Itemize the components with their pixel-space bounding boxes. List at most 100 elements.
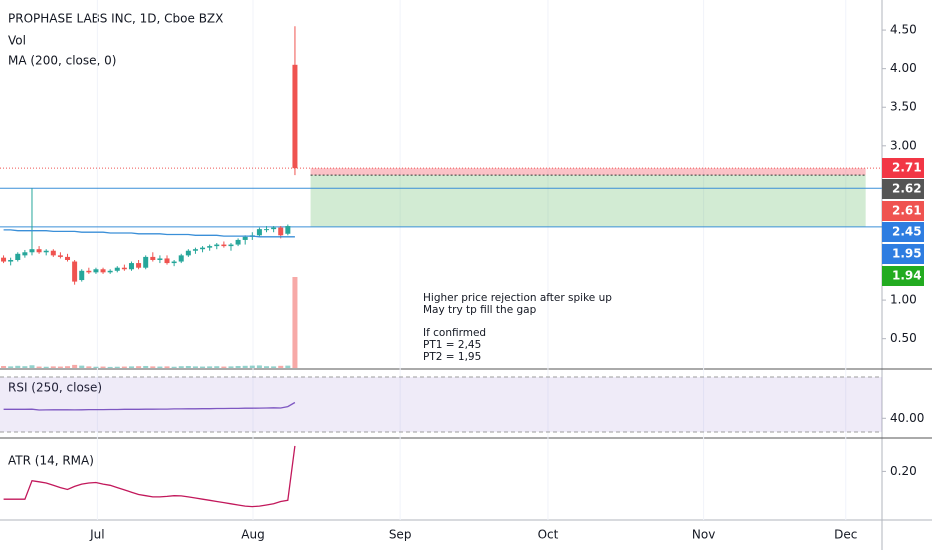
volume-bar: [249, 365, 255, 368]
candle-body: [178, 255, 184, 262]
x-tick-label: Aug: [241, 528, 264, 542]
volume-bar: [93, 366, 99, 368]
price-label-box: [882, 201, 924, 221]
candle-body: [121, 267, 127, 270]
chart-title: PROPHASE LABS INC, 1D, Cboe BZX: [8, 12, 223, 26]
volume-bar: [143, 365, 149, 368]
price-label: 1.95: [892, 247, 922, 261]
candle-body: [271, 227, 277, 230]
candle-body: [164, 258, 170, 264]
price-label-box: [882, 244, 924, 264]
candle-body: [214, 244, 220, 247]
candle-body: [136, 263, 142, 268]
candle-body: [285, 226, 291, 234]
volume-bar: [43, 366, 49, 368]
candle-body: [143, 256, 149, 268]
x-tick-label: Jul: [89, 528, 104, 542]
y-tick-label: 3.00: [890, 138, 917, 152]
volume-bar: [22, 366, 28, 368]
ma-label: MA (200, close, 0): [8, 54, 116, 68]
price-label-box: [882, 158, 924, 178]
volume-bar: [15, 365, 21, 368]
volume-bar: [1, 365, 7, 368]
ma-line: [3, 229, 295, 238]
volume-bar: [36, 366, 42, 368]
volume-bar: [86, 366, 92, 368]
candle-body: [100, 269, 106, 273]
candle-body: [171, 261, 177, 264]
price-label: 2.61: [892, 204, 922, 218]
atr-label: ATR (14, RMA): [8, 454, 94, 468]
candle-body: [29, 249, 35, 253]
candle-body: [43, 250, 49, 253]
candle-body: [185, 250, 191, 256]
candle-body: [207, 246, 213, 248]
candle-body: [200, 247, 206, 250]
volume-bar: [228, 366, 234, 368]
candle-body: [15, 253, 21, 260]
price-label-box: [882, 222, 924, 242]
volume-bar: [256, 365, 262, 368]
candle-body: [8, 259, 14, 262]
candle-body: [86, 270, 92, 273]
volume-bar: [164, 366, 170, 368]
x-tick-label: Nov: [692, 528, 715, 542]
annotation-text: If confirmed: [423, 327, 486, 339]
volume-bar: [278, 365, 284, 368]
volume-bar: [157, 366, 163, 368]
atr-line: [3, 445, 296, 508]
candle-body: [1, 257, 7, 262]
volume-bar: [185, 365, 191, 368]
price-label: 2.45: [892, 225, 922, 239]
volume-bar: [178, 366, 184, 368]
price-label: 1.94: [892, 269, 922, 283]
candle-body: [242, 236, 248, 240]
candle-body: [292, 64, 298, 169]
candle-body: [221, 244, 227, 247]
annotation-text: PT2 = 1,95: [423, 351, 481, 363]
rsi-band: [0, 377, 882, 433]
candle-body: [128, 263, 134, 270]
y-tick-label: 0.50: [890, 331, 917, 345]
candle-body: [22, 252, 28, 256]
candle-body: [50, 250, 56, 256]
candle-body: [192, 249, 198, 251]
rsi-line: [3, 401, 296, 411]
candle-body: [256, 229, 262, 236]
candle-body: [93, 269, 99, 273]
volume-bar: [271, 366, 277, 368]
volume-label: Vol: [8, 34, 26, 48]
volume-bar: [57, 366, 63, 368]
volume-bar: [114, 366, 120, 368]
volume-bar: [171, 366, 177, 368]
volume-bar: [72, 364, 78, 368]
candle-body: [278, 227, 284, 236]
candle-body: [228, 244, 234, 247]
y-tick-label: 4.50: [890, 23, 917, 37]
candle-body: [57, 255, 63, 257]
candle-body: [107, 270, 113, 273]
x-tick-label: Sep: [389, 528, 412, 542]
candle-body: [65, 256, 71, 260]
price-label: 2.71: [892, 161, 922, 175]
annotation-text: PT1 = 2,45: [423, 339, 481, 351]
price-label-box: [882, 266, 924, 286]
volume-bar: [235, 365, 241, 368]
volume-bar: [100, 366, 106, 368]
volume-bar: [242, 365, 248, 368]
volume-bar: [65, 366, 71, 368]
target-zone: [310, 175, 866, 227]
volume-bar: [79, 365, 85, 368]
y-tick-label: 3.50: [890, 100, 917, 114]
volume-bar: [121, 366, 127, 368]
volume-bar: [107, 366, 113, 368]
volume-bar: [192, 366, 198, 368]
volume-bar: [264, 366, 270, 368]
volume-bar: [136, 366, 142, 368]
volume-bar: [221, 366, 227, 368]
candle-body: [72, 261, 78, 282]
volume-bar: [207, 366, 213, 368]
annotation-text: May try tp fill the gap: [423, 304, 537, 316]
volume-bar: [214, 366, 220, 368]
